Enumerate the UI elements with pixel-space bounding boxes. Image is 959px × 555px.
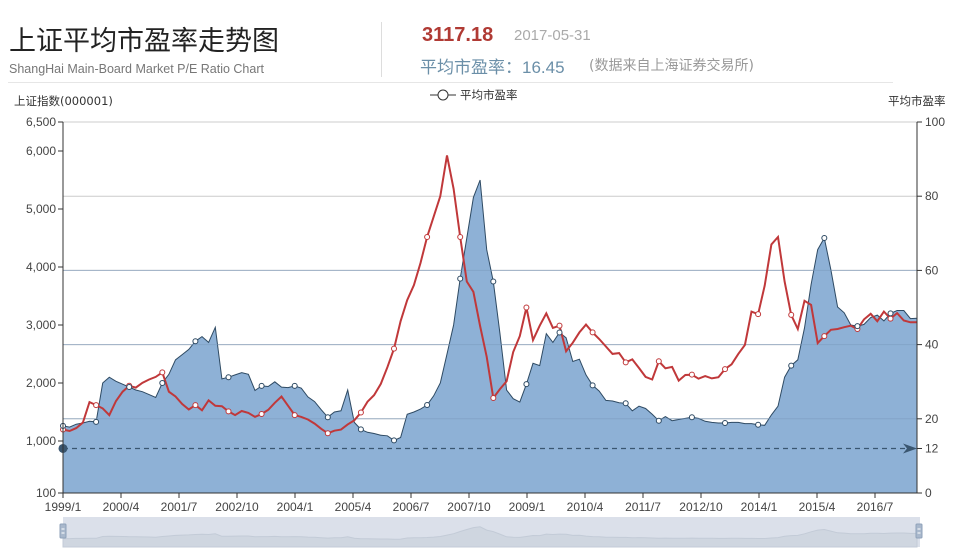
grid-lines: [63, 121, 917, 420]
reference-line-12: [58, 443, 917, 454]
page-subtitle: ShangHai Main-Board Market P/E Ratio Cha…: [9, 62, 264, 76]
pe-summary: 平均市盈率：16.45: [420, 53, 565, 78]
svg-text:2001/7: 2001/7: [161, 500, 198, 514]
index-value: 3117.18: [422, 24, 494, 46]
svg-text:2010/4: 2010/4: [567, 500, 604, 514]
svg-text:2016/7: 2016/7: [857, 500, 894, 514]
svg-text:1,000: 1,000: [26, 434, 56, 448]
svg-text:2009/1: 2009/1: [509, 500, 546, 514]
left-axis-title: 上证指数(000001): [14, 94, 113, 108]
svg-text:2000/4: 2000/4: [103, 500, 140, 514]
svg-text:2002/10: 2002/10: [215, 500, 259, 514]
svg-text:100: 100: [36, 486, 56, 500]
svg-text:6,000: 6,000: [26, 144, 56, 158]
svg-text:2012/10: 2012/10: [679, 500, 723, 514]
page-title: 上证平均市盈率走势图: [9, 26, 279, 57]
svg-text:6,500: 6,500: [26, 115, 56, 129]
svg-text:0: 0: [925, 486, 932, 500]
svg-text:20: 20: [925, 412, 939, 426]
svg-text:2006/7: 2006/7: [393, 500, 430, 514]
svg-text:4,000: 4,000: [26, 260, 56, 274]
range-handle-right[interactable]: [915, 523, 923, 539]
svg-text:2011/7: 2011/7: [625, 500, 661, 514]
axes: 100 1,000 2,000 3,000 4,000 5,000 6,000 6,500 0 1…: [26, 115, 945, 514]
svg-text:2,000: 2,000: [26, 376, 56, 390]
header-bottom-rule-right: [380, 82, 893, 83]
index-area-series: [62, 179, 918, 493]
pe-line-series: [60, 155, 917, 444]
legend-item-pe[interactable]: 平均市盈率: [430, 87, 518, 103]
svg-text:2007/10: 2007/10: [447, 500, 491, 514]
svg-text:1999/1: 1999/1: [45, 500, 82, 514]
data-source-note: (数据来自上海证券交易所): [589, 58, 754, 74]
header-bottom-rule: [8, 82, 513, 83]
svg-text:3,000: 3,000: [26, 318, 56, 332]
pe-value: 16.45: [522, 58, 565, 77]
svg-text:2014/1: 2014/1: [741, 500, 778, 514]
svg-text:2005/4: 2005/4: [335, 500, 372, 514]
range-handle-left[interactable]: [59, 523, 67, 539]
svg-text:2004/1: 2004/1: [277, 500, 314, 514]
svg-text:80: 80: [925, 189, 939, 203]
line-circle-marker-icon: [430, 89, 456, 101]
legend-label: 平均市盈率: [460, 88, 518, 102]
pe-label: 平均市盈率：: [420, 58, 522, 78]
svg-text:100: 100: [925, 115, 945, 129]
svg-text:5,000: 5,000: [26, 202, 56, 216]
index-date: 2017-05-31: [514, 27, 591, 44]
svg-text:60: 60: [925, 263, 939, 277]
svg-text:40: 40: [925, 338, 939, 352]
header-divider: [381, 22, 382, 77]
navigator: [59, 517, 923, 548]
svg-text:12: 12: [925, 441, 939, 455]
svg-text:2015/4: 2015/4: [799, 500, 836, 514]
right-axis-title: 平均市盈率: [888, 94, 946, 108]
